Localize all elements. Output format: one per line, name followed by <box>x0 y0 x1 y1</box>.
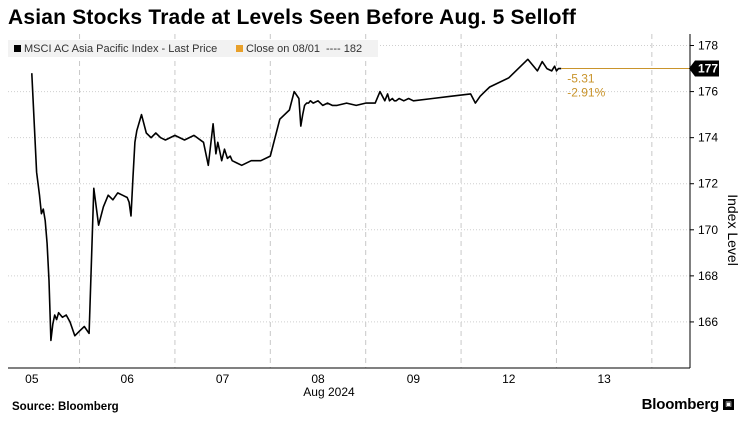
plot-area <box>8 34 690 368</box>
x-axis-title: Aug 2024 <box>303 385 355 399</box>
y-tick-label: 168 <box>698 269 718 283</box>
y-tick-label: 172 <box>698 177 718 191</box>
change-label: -5.31 <box>567 72 595 86</box>
x-tick-label: 06 <box>121 372 135 386</box>
x-tick-label: 08 <box>311 372 325 386</box>
brand-text: Bloomberg <box>641 396 720 413</box>
y-axis-title: Index Level <box>725 194 741 266</box>
legend-label-last-price: MSCI AC Asia Pacific Index - Last Price <box>24 43 217 55</box>
last-value-label: 177 <box>698 62 718 76</box>
bloomberg-logo: Bloomberg ▣ <box>642 396 734 413</box>
legend-swatch-last-price <box>14 45 21 52</box>
source-note: Source: Bloomberg <box>12 401 119 413</box>
x-tick-label: 13 <box>597 372 611 386</box>
y-tick-label: 176 <box>698 85 718 99</box>
legend-swatch-close <box>236 45 243 52</box>
legend-box <box>8 40 378 57</box>
x-tick-label: 05 <box>25 372 39 386</box>
x-tick-label: 07 <box>216 372 230 386</box>
chart-title: Asian Stocks Trade at Levels Seen Before… <box>8 6 577 29</box>
x-tick-label: 09 <box>407 372 421 386</box>
line-chart: 05 06 07 08 09 12 13 166 168 170 172 174 176 178 MSC… <box>8 34 741 399</box>
terminal-icon: ▣ <box>723 399 734 410</box>
y-tick-label: 178 <box>698 39 718 53</box>
series-line-msci-ac-asia-pacific <box>31 58 562 342</box>
y-tick-label: 170 <box>698 223 718 237</box>
y-tick-label: 166 <box>698 315 718 329</box>
legend-close-value: ---- 182 <box>326 43 362 55</box>
legend-label-close: Close on 08/01 <box>246 43 320 55</box>
change-pct-label: -2.91% <box>567 86 605 100</box>
y-tick-label: 174 <box>698 131 718 145</box>
x-tick-label: 12 <box>502 372 516 386</box>
last-value-tag: 177 <box>689 60 719 77</box>
